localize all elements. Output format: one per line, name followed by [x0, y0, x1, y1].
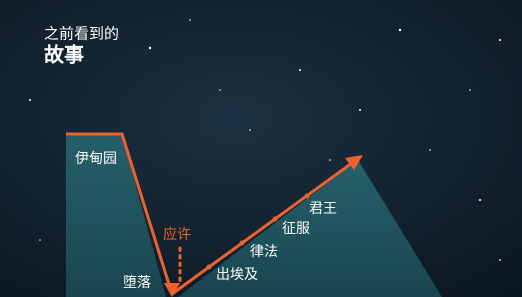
slide: 之前看到的 故事 伊甸园 应许 堕落 出埃及 律法 征服 君王: [0, 0, 522, 297]
subtitle: 之前看到的: [44, 25, 119, 43]
title: 故事: [44, 43, 84, 67]
label: 征服: [282, 221, 310, 237]
page: 之前看到的 故事 伊甸园 应许 堕落 出埃及 律法 征服 君王 (() => {…: [0, 0, 522, 297]
label: 伊甸园: [75, 151, 117, 167]
label: 堕落: [123, 274, 151, 291]
label: 应许: [163, 226, 191, 243]
label: 律法: [250, 244, 278, 260]
label: 出埃及: [216, 267, 258, 283]
label: 君王: [309, 201, 337, 217]
